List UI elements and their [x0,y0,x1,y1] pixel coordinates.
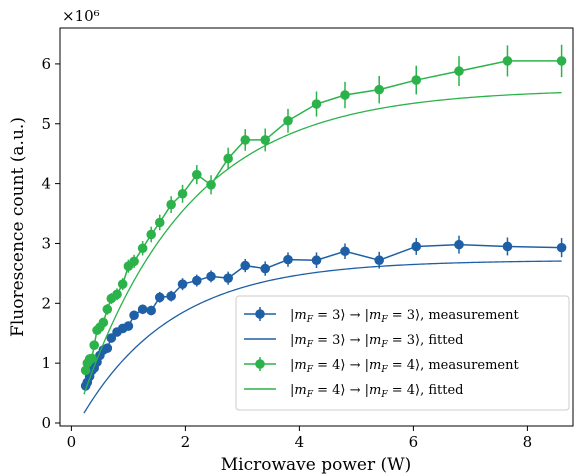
data-point [240,135,251,145]
x-tick-label: 8 [523,433,533,451]
data-point [106,333,117,343]
data-point [117,279,128,289]
y-tick-label: 0 [41,414,51,432]
y-tick-label: 2 [41,294,51,312]
fit-line [83,260,562,414]
legend-label: |mF = 4⟩ → |mF = 4⟩, fitted [290,383,464,400]
data-point [556,56,567,66]
data-point [129,310,139,321]
data-point [146,305,156,316]
legend: |mF = 3⟩ → |mF = 3⟩, measurement |mF = 3⟩… [235,295,570,411]
data-point [166,199,176,210]
x-tick-label: 2 [181,433,191,451]
y-axis-label: Fluorescence count (a.u.) [8,117,28,337]
data-point [89,340,99,351]
data-point [102,304,113,315]
data-point [192,275,202,286]
data-point [260,135,271,145]
y-axis-multiplier: ×10⁶ [62,7,100,25]
series-3 [83,91,562,395]
data-point [87,353,97,364]
data-point [102,343,113,353]
legend-item: |mF = 4⟩ → |mF = 4⟩, measurement [244,357,519,375]
legend-item: |mF = 3⟩ → |mF = 3⟩, fitted [244,333,464,350]
plot-marks [80,44,567,414]
y-axis-ticks: 0 1 2 3 4 5 6 [41,55,60,432]
x-axis-ticks: 0 2 4 6 8 [67,426,533,451]
x-tick-label: 0 [67,433,77,451]
data-point [192,169,202,180]
y-tick-label: 1 [41,354,51,372]
data-point [340,90,350,100]
data-point [112,289,122,300]
legend-item: |mF = 4⟩ → |mF = 4⟩, fitted [244,383,464,400]
data-point [502,241,513,252]
legend-swatch-marker [255,309,265,319]
data-point [340,246,350,257]
data-point [154,292,165,303]
data-point [454,239,464,250]
series-1 [83,260,562,414]
data-point [223,153,233,164]
data-point [123,321,134,331]
legend-box [235,295,570,411]
plot-frame [59,27,574,427]
data-point [206,180,216,190]
data-point [454,66,464,76]
data-point [283,254,293,265]
data-point [311,255,322,266]
data-point [80,365,91,376]
y-tick-label: 6 [41,55,51,73]
y-tick-label: 4 [41,175,51,193]
data-point [411,241,422,252]
data-point [137,304,148,315]
data-point [154,217,165,228]
x-tick-label: 4 [295,433,305,451]
data-point [411,75,422,85]
legend-label: |mF = 4⟩ → |mF = 4⟩, measurement [290,358,519,375]
fit-line [83,91,562,395]
y-tick-label: 3 [41,234,51,252]
data-point [177,279,188,289]
legend-label: |mF = 3⟩ → |mF = 3⟩, fitted [290,333,464,350]
x-axis-label: Microwave power (W) [221,455,411,475]
x-tick-label: 6 [409,433,419,451]
data-point [129,256,139,267]
data-point [240,260,251,271]
data-point [137,243,148,254]
data-point [206,271,216,282]
legend-swatch-marker [255,359,265,369]
data-point [223,273,233,283]
series-2 [80,44,567,376]
data-point [177,188,188,199]
data-point [502,56,513,66]
data-point [98,317,109,328]
data-point [311,99,322,109]
legend-label: |mF = 3⟩ → |mF = 3⟩, measurement [290,308,519,325]
data-point [166,291,176,301]
data-point [283,115,293,126]
y-tick-label: 5 [41,115,51,133]
data-point [374,84,385,95]
legend-item: |mF = 3⟩ → |mF = 3⟩, measurement [244,307,519,325]
data-point [556,242,567,253]
data-point [374,255,385,266]
data-point [146,229,156,240]
data-point [260,263,271,274]
